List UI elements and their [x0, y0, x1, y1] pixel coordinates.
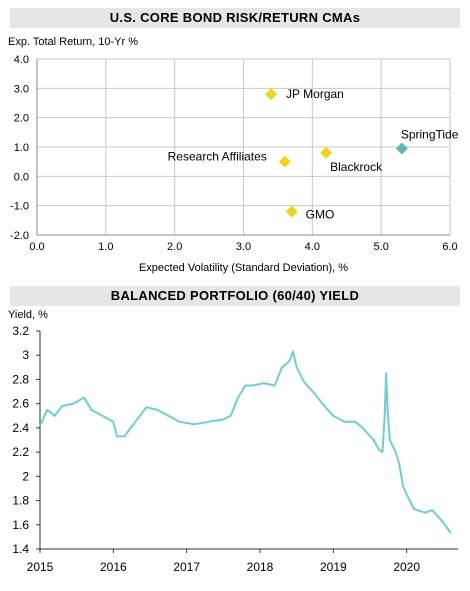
y-tick-label: 1.6 [12, 518, 29, 532]
y-tick-label: -2.0 [10, 230, 29, 242]
x-tick-label: 0.0 [29, 241, 44, 253]
risk-return-scatter-chart: 0.0 1.0 2.0 3.0 4.0 5.0 6.0 -2.0 -1.0 0.0 1.0 2.0 3.… [10, 54, 459, 274]
point-label: GMO [306, 208, 335, 222]
scatter-point [320, 146, 333, 159]
scatter-point [265, 88, 278, 101]
y-tick-label: 3.0 [14, 83, 29, 95]
x-tick-label: 5.0 [374, 241, 389, 253]
scatter-chart-title: U.S. CORE BOND RISK/RETURN CMAs [10, 8, 460, 28]
y-tick-label: 0.0 [14, 171, 29, 183]
x-tick-label: 3.0 [236, 241, 251, 253]
y-tick-label: 1.4 [12, 542, 29, 556]
scatter-point [278, 155, 291, 168]
line-y-axis-label: Yield, % [8, 309, 48, 321]
scatter-point [285, 205, 298, 218]
x-tick-label: 2016 [100, 560, 127, 574]
y-tick-label: 2.0 [14, 113, 29, 125]
x-tick-label: 6.0 [442, 241, 457, 253]
point-label: SpringTide [401, 127, 459, 141]
y-tick-label: 2.2 [12, 445, 29, 459]
y-tick-label: 2.8 [12, 372, 29, 386]
point-label: Research Affiliates [168, 150, 267, 164]
x-tick-label: 4.0 [305, 241, 320, 253]
y-tick-label: -1.0 [10, 201, 29, 213]
x-tick-label: 2018 [247, 560, 274, 574]
y-tick-label: 2 [22, 469, 29, 483]
y-tick-label: 3.2 [12, 324, 29, 338]
y-tick-label: 1.8 [12, 494, 29, 508]
y-tick-label: 2.6 [12, 397, 29, 411]
scatter-point [395, 142, 408, 155]
line-chart-title: BALANCED PORTFOLIO (60/40) YIELD [10, 286, 460, 306]
y-tick-label: 1.0 [14, 142, 29, 154]
y-tick-label: 4.0 [14, 54, 29, 66]
yield-series-line [39, 350, 452, 534]
x-tick-label: 2015 [27, 560, 54, 574]
point-label: JP Morgan [286, 87, 344, 101]
x-tick-label: 2020 [393, 560, 420, 574]
scatter-y-axis-label: Exp. Total Return, 10-Yr % [8, 36, 139, 48]
y-tick-label: 2.4 [12, 421, 29, 435]
scatter-x-axis-label: Expected Volatility (Standard Deviation)… [139, 262, 348, 274]
point-label: Blackrock [330, 160, 383, 174]
x-tick-label: 2019 [320, 560, 347, 574]
x-tick-label: 1.0 [98, 241, 113, 253]
y-tick-label: 3 [22, 348, 29, 362]
x-tick-label: 2017 [173, 560, 200, 574]
x-tick-label: 2.0 [167, 241, 182, 253]
